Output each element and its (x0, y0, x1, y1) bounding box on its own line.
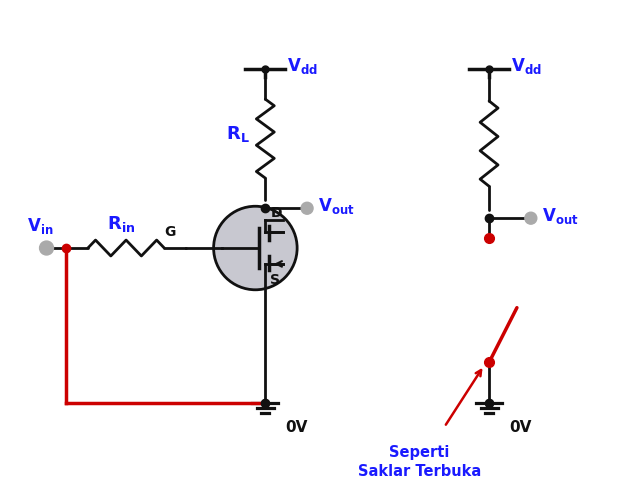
Text: $\mathbf{V_{out}}$: $\mathbf{V_{out}}$ (542, 206, 578, 226)
Text: D: D (270, 206, 282, 220)
Text: $\mathbf{V_{dd}}$: $\mathbf{V_{dd}}$ (511, 56, 542, 76)
Circle shape (214, 206, 297, 290)
Text: G: G (164, 225, 175, 239)
Text: S: S (270, 273, 280, 287)
Circle shape (525, 212, 537, 224)
Circle shape (39, 241, 53, 255)
Text: $\mathbf{R_{in}}$: $\mathbf{R_{in}}$ (107, 214, 135, 234)
Text: $\mathbf{V_{in}}$: $\mathbf{V_{in}}$ (27, 216, 53, 236)
Text: Seperti
Saklar Terbuka: Seperti Saklar Terbuka (358, 445, 481, 478)
Circle shape (301, 202, 313, 214)
Text: $\mathbf{V_{dd}}$: $\mathbf{V_{dd}}$ (287, 56, 318, 76)
Text: 0V: 0V (285, 420, 308, 435)
Text: $\mathbf{V_{out}}$: $\mathbf{V_{out}}$ (318, 196, 355, 216)
Text: 0V: 0V (509, 420, 531, 435)
Text: $\mathbf{R_L}$: $\mathbf{R_L}$ (225, 124, 249, 144)
